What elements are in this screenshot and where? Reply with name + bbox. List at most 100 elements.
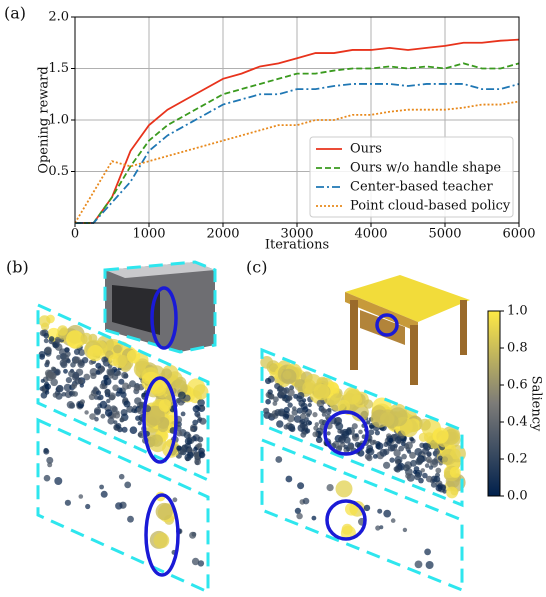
point: [178, 392, 186, 400]
point: [355, 442, 361, 448]
point: [100, 401, 108, 409]
point: [401, 454, 407, 460]
legend-label: Center-based teacher: [350, 180, 493, 195]
point: [300, 432, 306, 438]
point: [268, 389, 273, 394]
point: [156, 503, 173, 520]
legend-label: Point cloud-based policy: [350, 199, 511, 214]
point: [118, 355, 129, 366]
point: [197, 443, 202, 448]
x-axis-label: Iterations: [265, 238, 329, 253]
point: [105, 389, 111, 395]
point: [101, 414, 106, 419]
point: [93, 386, 97, 390]
point: [80, 399, 85, 404]
point: [405, 473, 411, 479]
point: [190, 428, 194, 432]
colorbar-tick-label: 1.0: [507, 304, 528, 319]
point: [65, 500, 71, 506]
point: [69, 391, 74, 396]
point: [197, 418, 202, 423]
table-leg: [410, 325, 418, 385]
point: [284, 424, 289, 429]
point: [340, 429, 345, 434]
point: [312, 412, 317, 417]
point: [122, 427, 128, 433]
point: [87, 345, 103, 361]
point: [72, 383, 77, 388]
colorbar-tick-label: 0.2: [507, 452, 528, 467]
colorbar-label: Saliency: [529, 376, 544, 432]
point: [280, 388, 288, 396]
point: [429, 466, 433, 470]
point: [74, 349, 80, 355]
point: [388, 438, 393, 443]
point: [47, 462, 52, 467]
point: [181, 412, 186, 417]
point: [341, 435, 347, 441]
point: [56, 355, 61, 360]
point: [275, 456, 282, 463]
point: [377, 509, 382, 514]
point: [82, 357, 88, 363]
point: [344, 445, 348, 449]
point: [312, 516, 317, 521]
point: [423, 443, 431, 451]
point: [306, 413, 310, 417]
point: [43, 449, 49, 455]
point: [424, 549, 431, 556]
point: [303, 498, 310, 505]
point: [336, 480, 353, 497]
point: [116, 423, 122, 429]
point: [426, 476, 433, 483]
point: [197, 436, 203, 442]
point: [39, 351, 46, 358]
point: [410, 437, 414, 441]
point: [41, 379, 45, 383]
point: [352, 423, 358, 429]
point: [48, 372, 55, 379]
point: [44, 333, 50, 339]
x-tick-label: 2000: [206, 227, 239, 242]
point: [79, 494, 84, 499]
point: [316, 437, 323, 444]
point: [403, 464, 410, 471]
point: [177, 398, 185, 406]
y-tick-label: 2.0: [48, 10, 69, 25]
point: [338, 400, 350, 412]
point: [276, 420, 283, 427]
x-tick-label: 1000: [132, 227, 165, 242]
panel-label: (c): [246, 258, 267, 277]
point: [120, 392, 126, 398]
point: [120, 417, 125, 422]
point: [370, 440, 376, 446]
point: [413, 470, 417, 474]
point: [265, 399, 271, 405]
point: [364, 505, 370, 511]
point: [49, 336, 54, 341]
point: [446, 487, 458, 499]
point: [287, 402, 292, 407]
point: [187, 447, 192, 452]
point: [436, 485, 443, 492]
point: [358, 430, 363, 435]
colorbar-tick-label: 0.8: [507, 341, 528, 356]
point: [300, 419, 305, 424]
colorbar: [488, 311, 500, 496]
point: [273, 401, 278, 406]
point: [312, 431, 318, 437]
point: [283, 413, 289, 419]
point: [302, 382, 314, 394]
point: [189, 532, 196, 539]
point: [84, 410, 88, 414]
table-leg: [350, 300, 358, 370]
panel-label: (a): [4, 4, 26, 23]
point: [96, 370, 101, 375]
point: [193, 384, 208, 399]
point: [410, 460, 417, 467]
point: [373, 454, 378, 459]
x-tick-label: 4000: [354, 227, 387, 242]
point: [296, 513, 302, 519]
point: [398, 446, 404, 452]
point: [99, 485, 104, 490]
